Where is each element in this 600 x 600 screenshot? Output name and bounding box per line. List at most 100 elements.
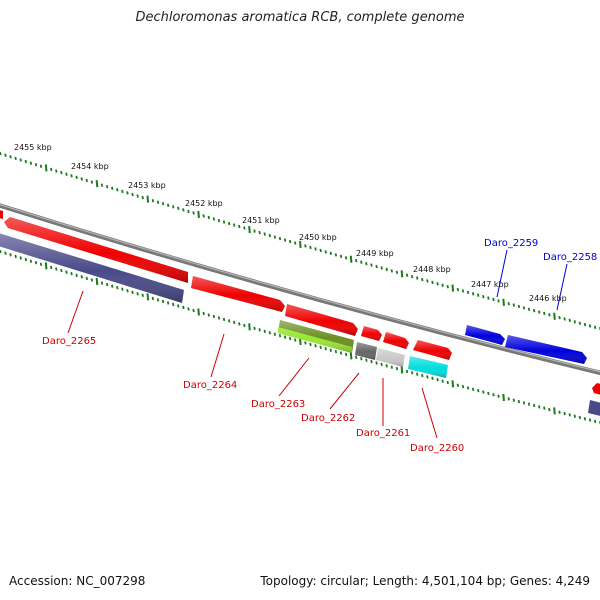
- minor-tick: [355, 355, 358, 359]
- major-tick: [400, 366, 404, 374]
- minor-tick: [126, 289, 129, 293]
- minor-tick: [558, 315, 561, 320]
- minor-tick: [24, 159, 27, 164]
- minor-tick: [207, 313, 210, 317]
- minor-tick: [192, 308, 195, 313]
- minor-tick: [395, 366, 399, 371]
- minor-tick: [522, 306, 526, 310]
- minor-tick: [268, 233, 271, 238]
- scale-label-2447: 2447 kbp: [471, 280, 509, 289]
- minor-tick: [34, 163, 38, 167]
- minor-tick: [405, 369, 409, 374]
- major-tick: [95, 180, 99, 188]
- minor-tick: [416, 276, 419, 280]
- major-tick: [502, 393, 505, 402]
- minor-tick: [583, 322, 587, 327]
- minor-tick: [487, 296, 490, 300]
- minor-tick: [477, 389, 480, 393]
- minor-tick: [583, 417, 587, 421]
- minor-tick: [111, 284, 114, 288]
- lower-track-ticks: [0, 249, 600, 425]
- minor-tick: [304, 244, 307, 248]
- gene-arrow-small-2: [383, 332, 409, 349]
- minor-tick: [446, 285, 449, 289]
- minor-tick: [497, 299, 500, 303]
- major-tick: [146, 195, 150, 203]
- minor-tick: [227, 221, 231, 226]
- minor-tick: [85, 276, 88, 281]
- minor-tick: [497, 394, 500, 398]
- major-tick: [248, 323, 251, 331]
- minor-tick: [50, 265, 53, 270]
- minor-tick: [538, 310, 541, 314]
- minor-tick: [431, 280, 434, 285]
- minor-tick: [324, 250, 327, 254]
- minor-tick: [172, 302, 175, 307]
- minor-tick: [482, 390, 485, 394]
- minor-tick: [65, 172, 68, 176]
- minor-tick: [563, 317, 566, 321]
- minor-tick: [258, 230, 261, 235]
- minor-tick: [55, 169, 58, 173]
- major-tick: [197, 308, 200, 316]
- minor-tick: [319, 248, 322, 253]
- minor-tick: [334, 349, 338, 354]
- major-tick: [299, 337, 302, 346]
- minor-tick: [65, 270, 68, 274]
- minor-tick: [487, 391, 490, 396]
- major-tick: [197, 210, 200, 219]
- minor-tick: [532, 403, 536, 408]
- minor-tick: [527, 307, 531, 311]
- minor-tick: [421, 277, 424, 282]
- minor-tick: [212, 314, 216, 319]
- minor-tick: [390, 365, 393, 369]
- minor-tick: [207, 215, 210, 220]
- minor-tick: [90, 278, 94, 282]
- minor-tick: [375, 264, 378, 269]
- minor-tick: [70, 272, 73, 276]
- minor-tick: [70, 174, 73, 178]
- minor-tick: [29, 161, 33, 165]
- minor-tick: [558, 410, 561, 414]
- gene-label-daro-2261: Daro_2261: [356, 428, 410, 439]
- minor-tick: [126, 191, 129, 195]
- minor-tick: [578, 415, 582, 420]
- major-tick: [146, 293, 150, 301]
- minor-tick: [233, 223, 236, 227]
- minor-tick: [136, 292, 139, 296]
- minor-tick: [100, 281, 104, 285]
- minor-tick: [410, 371, 414, 375]
- minor-tick: [141, 195, 144, 200]
- minor-tick: [202, 214, 205, 218]
- map-title: Dechloromonas aromatica RCB, complete ge…: [135, 10, 465, 25]
- minor-tick: [446, 380, 449, 385]
- minor-tick: [202, 311, 205, 316]
- minor-tick: [166, 301, 170, 305]
- minor-tick: [471, 292, 475, 296]
- minor-tick: [512, 303, 515, 307]
- minor-tick: [461, 289, 465, 293]
- minor-tick: [588, 418, 592, 422]
- minor-tick: [329, 348, 332, 352]
- minor-tick: [294, 241, 297, 245]
- gene-arrow-daro-2263-forward: [285, 304, 358, 336]
- label-leader-lines: [67, 249, 568, 439]
- minor-tick: [482, 294, 485, 299]
- minor-tick: [380, 266, 383, 270]
- minor-tick: [156, 298, 160, 302]
- minor-tick: [288, 336, 292, 341]
- minor-tick: [100, 183, 104, 187]
- minor-tick: [263, 232, 266, 236]
- gene-arrow-small-3: [413, 340, 452, 360]
- minor-tick: [243, 226, 246, 230]
- minor-tick: [85, 178, 88, 183]
- minor-tick: [182, 305, 185, 310]
- gene-labels: Daro_2265 Daro_2264 Daro_2263 Daro_2262 …: [42, 238, 597, 454]
- minor-tick: [339, 254, 343, 258]
- minor-tick: [227, 319, 231, 323]
- minor-tick: [441, 379, 444, 383]
- minor-tick: [492, 393, 495, 397]
- minor-tick: [9, 155, 12, 159]
- genome-summary-text: Topology: circular; Length: 4,501,104 bp…: [260, 574, 590, 588]
